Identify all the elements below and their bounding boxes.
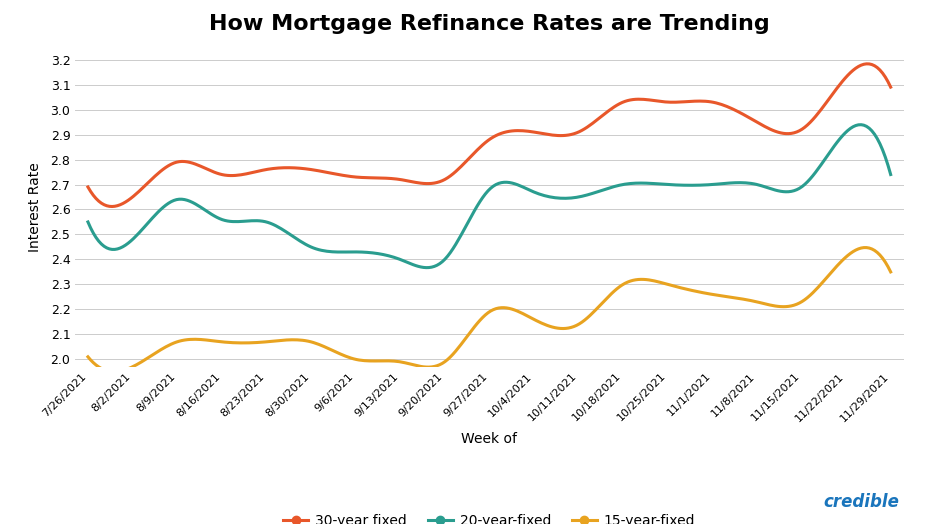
Y-axis label: Interest Rate: Interest Rate bbox=[28, 162, 42, 252]
Title: How Mortgage Refinance Rates are Trending: How Mortgage Refinance Rates are Trendin… bbox=[209, 15, 770, 35]
X-axis label: Week of: Week of bbox=[461, 432, 517, 445]
Text: credible: credible bbox=[824, 493, 899, 511]
Legend: 30-year fixed, 20-year-fixed, 15-year-fixed: 30-year fixed, 20-year-fixed, 15-year-fi… bbox=[278, 508, 701, 524]
